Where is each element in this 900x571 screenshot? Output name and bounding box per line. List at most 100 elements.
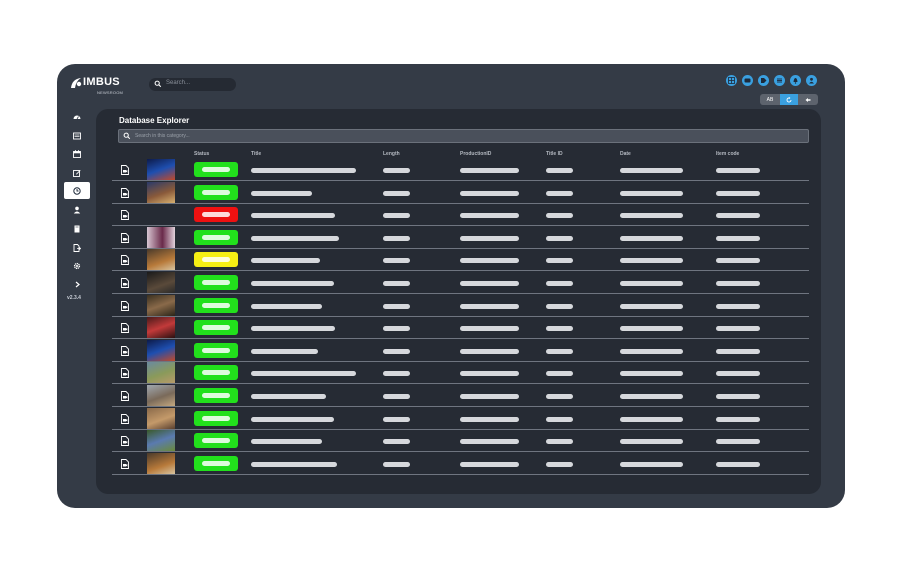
video-thumbnail[interactable] — [147, 272, 175, 293]
user-icon — [73, 206, 81, 213]
table-row[interactable] — [112, 430, 809, 453]
production-id-placeholder — [460, 168, 519, 173]
file-video-icon[interactable] — [121, 345, 129, 356]
video-thumbnail[interactable] — [147, 226, 175, 248]
table-row[interactable] — [112, 249, 809, 272]
status-badge — [194, 229, 238, 245]
video-thumbnail[interactable] — [147, 430, 175, 452]
category-search-input[interactable]: Search in this category... — [118, 129, 809, 143]
file-video-icon[interactable] — [121, 300, 129, 311]
back-button[interactable] — [798, 94, 818, 105]
file-video-icon[interactable] — [121, 368, 129, 379]
video-thumbnail[interactable] — [147, 339, 175, 361]
length-placeholder — [383, 326, 410, 332]
grid-icon[interactable] — [726, 75, 737, 86]
table-row[interactable] — [112, 272, 809, 294]
tag-icon[interactable] — [758, 75, 769, 86]
video-thumbnail[interactable] — [147, 452, 175, 474]
item-code-placeholder — [716, 258, 760, 264]
column-header-title-id[interactable]: Title ID — [546, 151, 563, 157]
file-video-icon[interactable] — [121, 278, 129, 288]
user-icon[interactable] — [806, 75, 817, 86]
video-thumbnail[interactable] — [147, 317, 175, 339]
title-id-placeholder — [546, 190, 573, 196]
logo-mark-icon — [71, 78, 82, 88]
sidebar-item-dashboard[interactable] — [64, 108, 90, 125]
video-thumbnail[interactable] — [147, 159, 175, 180]
table-row[interactable] — [112, 362, 809, 385]
table-row[interactable] — [112, 407, 809, 430]
video-thumbnail[interactable] — [147, 294, 175, 316]
sidebar-item-history[interactable] — [64, 182, 90, 199]
item-code-placeholder — [716, 371, 760, 377]
item-code-placeholder — [716, 235, 760, 241]
ticket-icon[interactable] — [742, 75, 753, 86]
column-header-status[interactable]: Status — [194, 151, 210, 157]
video-thumbnail[interactable] — [147, 407, 175, 429]
title-placeholder — [251, 461, 337, 467]
video-thumbnail[interactable] — [147, 181, 175, 203]
title-id-placeholder — [546, 439, 573, 445]
file-video-icon[interactable] — [121, 210, 129, 221]
production-id-placeholder — [460, 235, 519, 241]
sidebar-item-settings[interactable] — [64, 257, 90, 274]
file-video-icon[interactable] — [121, 232, 129, 243]
table-row[interactable] — [112, 294, 809, 317]
file-video-icon[interactable] — [121, 255, 129, 266]
view-toggle-ab-button[interactable]: AB — [760, 94, 780, 105]
table-row[interactable] — [112, 159, 809, 181]
column-header-title[interactable]: Title — [251, 151, 262, 157]
date-placeholder — [620, 213, 683, 219]
file-video-icon[interactable] — [121, 323, 129, 334]
top-icon-bar — [726, 75, 818, 87]
status-badge-label-placeholder — [202, 347, 230, 353]
status-badge-label-placeholder — [202, 325, 230, 331]
column-header-item-code[interactable]: Item code — [716, 151, 740, 157]
column-header-production-id[interactable]: ProductionID — [460, 151, 492, 157]
sidebar-item-calendar[interactable] — [64, 145, 90, 162]
list-icon[interactable] — [774, 75, 785, 86]
table-row[interactable] — [112, 452, 809, 475]
video-thumbnail[interactable] — [147, 249, 175, 271]
table-row[interactable] — [112, 204, 809, 227]
table-row[interactable] — [112, 226, 809, 249]
sidebar-item-library[interactable] — [64, 220, 90, 237]
refresh-button[interactable] — [780, 94, 798, 105]
file-video-icon[interactable] — [121, 165, 129, 175]
file-video-icon[interactable] — [121, 458, 129, 469]
title-id-placeholder — [546, 326, 573, 332]
sidebar-item-edit[interactable] — [64, 164, 90, 181]
sidebar-expand-button[interactable] — [64, 276, 90, 293]
video-thumbnail[interactable] — [147, 362, 175, 384]
date-placeholder — [620, 371, 683, 377]
title-placeholder — [251, 235, 339, 241]
sidebar-item-news[interactable] — [64, 127, 90, 144]
bell-icon[interactable] — [790, 75, 801, 86]
file-video-icon[interactable] — [121, 187, 129, 198]
item-code-placeholder — [716, 281, 760, 286]
file-video-icon[interactable] — [121, 391, 129, 401]
table-row[interactable] — [112, 317, 809, 340]
item-code-placeholder — [716, 394, 760, 399]
title-placeholder — [251, 168, 356, 173]
file-video-icon[interactable] — [121, 413, 129, 424]
sidebar-item-export[interactable] — [64, 239, 90, 256]
item-code-placeholder — [716, 439, 760, 445]
table-row[interactable] — [112, 181, 809, 204]
column-header-date[interactable]: Date — [620, 151, 631, 157]
logo[interactable]: IMBUS NEWSROOM — [69, 76, 129, 98]
file-video-icon[interactable] — [121, 436, 129, 447]
status-badge — [194, 455, 238, 471]
length-placeholder — [383, 371, 410, 377]
column-header-length[interactable]: Length — [383, 151, 400, 157]
global-search[interactable]: Search... — [149, 78, 236, 91]
status-badge-label-placeholder — [202, 415, 230, 421]
status-badge-label-placeholder — [202, 280, 230, 285]
status-badge-label-placeholder — [202, 393, 230, 398]
table-row[interactable] — [112, 339, 809, 362]
table-row[interactable] — [112, 385, 809, 407]
production-id-placeholder — [460, 190, 519, 196]
status-badge — [194, 410, 238, 426]
sidebar-item-users[interactable] — [64, 201, 90, 218]
video-thumbnail[interactable] — [147, 385, 175, 406]
